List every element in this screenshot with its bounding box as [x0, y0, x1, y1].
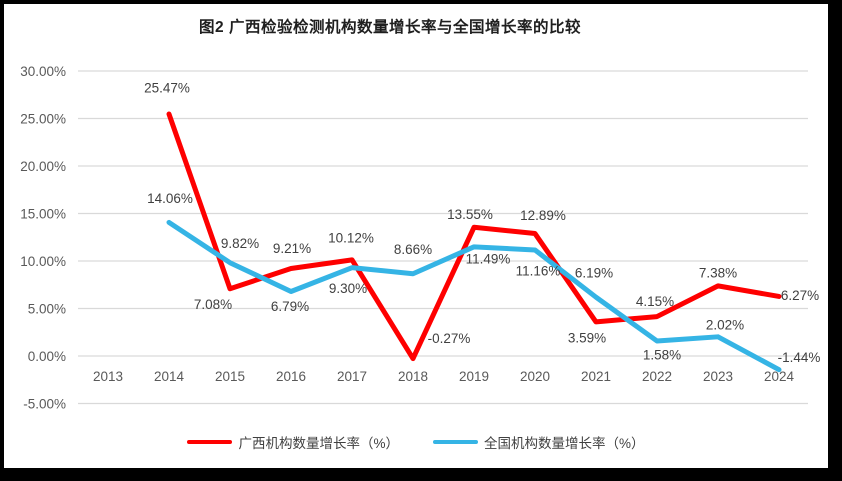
data-label: 11.49% [466, 251, 511, 266]
data-label: 6.27% [781, 288, 819, 303]
x-tick-label: 2024 [764, 369, 795, 384]
x-tick-label: 2021 [581, 369, 611, 384]
line-chart: 30.00% 25.00% 20.00% 15.00% 10.00% 5.00% 0.00%… [20, 64, 821, 412]
data-label: -1.44% [778, 350, 821, 365]
chart-legend: 广西机构数量增长率（%） 全国机构数量增长率（%） [4, 432, 828, 452]
data-label: 13.55% [447, 207, 493, 222]
data-label: 4.15% [636, 294, 674, 309]
y-tick-label: -5.00% [23, 397, 66, 412]
series-line-0 [166, 111, 782, 362]
data-label: -0.27% [428, 331, 471, 346]
x-tick-label: 2016 [276, 369, 306, 384]
y-tick-label: 10.00% [20, 254, 66, 269]
series-line-1 [166, 219, 782, 373]
guangxi-line-swatch [187, 439, 233, 445]
national-line-swatch [433, 439, 478, 445]
y-tick-label: 0.00% [28, 349, 66, 364]
data-label: 9.82% [221, 236, 259, 251]
data-label: 3.59% [568, 330, 606, 345]
legend-item-national: 全国机构数量增长率（%） [433, 432, 645, 452]
legend-label-national: 全国机构数量增长率（%） [484, 436, 645, 451]
data-label: 9.30% [329, 281, 367, 296]
y-tick-label: 5.00% [28, 302, 66, 317]
data-label: 8.66% [394, 242, 432, 257]
x-tick-label: 2018 [398, 369, 428, 384]
data-label: 7.08% [194, 297, 232, 312]
data-label: 25.47% [144, 81, 190, 96]
chart-title: 图2 广西检验检测机构数量增长率与全国增长率的比较 [199, 19, 581, 36]
y-tick-label: 20.00% [20, 159, 66, 174]
data-label: 12.89% [520, 208, 566, 223]
legend-item-guangxi: 广西机构数量增长率（%） [187, 432, 399, 452]
legend-label-guangxi: 广西机构数量增长率（%） [238, 436, 399, 451]
data-label: 1.58% [643, 347, 681, 362]
x-tick-label: 2020 [520, 369, 550, 384]
data-label: 6.79% [271, 299, 309, 314]
data-label: 2.02% [706, 317, 744, 332]
data-label: 9.21% [273, 241, 311, 256]
y-tick-label: 25.00% [20, 112, 66, 127]
x-tick-label: 2023 [703, 369, 733, 384]
x-tick-label: 2015 [215, 369, 245, 384]
data-label: 14.06% [147, 191, 193, 206]
x-tick-label: 2022 [642, 369, 672, 384]
x-tick-label: 2014 [154, 369, 185, 384]
x-tick-label: 2019 [459, 369, 489, 384]
data-label: 6.19% [575, 266, 613, 281]
data-label: 7.38% [699, 265, 737, 280]
x-tick-label: 2017 [337, 369, 367, 384]
y-tick-label: 15.00% [20, 207, 66, 222]
data-label: 11.16% [516, 263, 561, 278]
x-tick-label: 2013 [93, 369, 123, 384]
y-tick-label: 30.00% [20, 64, 66, 79]
data-label: 10.12% [328, 230, 374, 245]
